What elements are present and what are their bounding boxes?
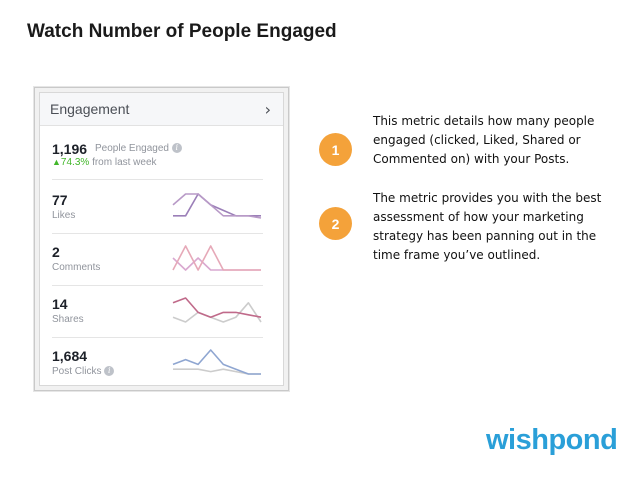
metric-row-post-clicks[interactable]: 1,684 Post Clicks i [52, 338, 263, 390]
metric-value: 77 [52, 192, 68, 208]
metric-row-comments[interactable]: 2 Comments [52, 234, 263, 286]
metric-row-likes[interactable]: 77 Likes [52, 182, 263, 234]
metric-label-wrap: Post Clicks i [52, 366, 115, 377]
sparkline-series-line [172, 302, 262, 323]
engagement-card: Engagement › 1,196 People Engaged i ▲74.… [39, 92, 284, 386]
info-icon[interactable]: i [104, 366, 115, 377]
wishpond-logo: wishpond [486, 424, 618, 456]
engagement-header[interactable]: Engagement › [40, 93, 283, 126]
sparkline-series-line [172, 349, 261, 375]
delta-percent: 74.3% [60, 157, 90, 168]
metric-value: 2 [52, 244, 60, 260]
shares-sparkline [172, 297, 262, 323]
engagement-screenshot: Engagement › 1,196 People Engaged i ▲74.… [34, 87, 289, 391]
sparkline-series-line [172, 245, 261, 271]
metric-label: Shares [52, 314, 84, 325]
engagement-delta: ▲74.3% from last week [52, 157, 157, 168]
metric-label: Likes [52, 210, 76, 221]
people-engaged-row: 1,196 People Engaged i ▲74.3% from last … [52, 128, 263, 180]
people-engaged-label: People Engaged [95, 143, 169, 154]
metric-value: 1,684 [52, 348, 88, 364]
sparkline-series-line [172, 193, 262, 219]
metric-label: Post Clicks [52, 366, 102, 377]
sparkline-series-line [172, 257, 261, 271]
step-badge-2: 2 [319, 207, 352, 240]
likes-sparkline [172, 193, 262, 219]
description-1: This metric details how many people enga… [373, 114, 595, 166]
engagement-title: Engagement [50, 101, 130, 117]
metric-value: 14 [52, 296, 68, 312]
post-clicks-sparkline [172, 349, 261, 375]
people-engaged-label-wrap: People Engaged i [95, 143, 182, 154]
sparkline-series-line [173, 193, 261, 217]
description-2: The metric provides you with the best as… [373, 191, 602, 262]
comments-sparkline [172, 245, 261, 271]
info-icon[interactable]: i [171, 143, 182, 154]
delta-label: from last week [92, 157, 157, 168]
metric-label: Comments [52, 262, 101, 273]
people-engaged-value: 1,196 [52, 141, 88, 157]
step-badge-1: 1 [319, 133, 352, 166]
sparkline-series-line [172, 297, 262, 319]
chevron-right-icon[interactable]: › [264, 99, 271, 119]
up-arrow-icon: ▲ [52, 157, 61, 167]
slide-title: Watch Number of People Engaged [27, 21, 337, 42]
metric-row-shares[interactable]: 14 Shares [52, 286, 263, 338]
